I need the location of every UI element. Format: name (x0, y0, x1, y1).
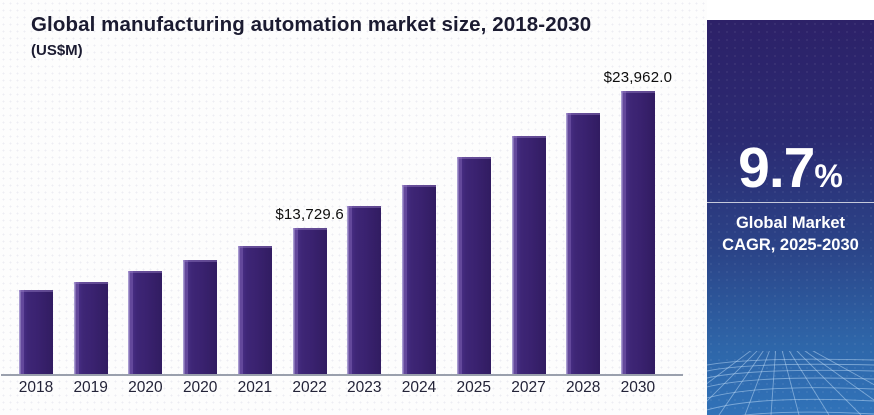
cagr-value: 9.7% (707, 140, 874, 204)
bar (511, 136, 546, 374)
x-tick-label: 2025 (456, 379, 492, 396)
x-axis-line (1, 374, 683, 376)
x-tick-label: 2028 (565, 379, 601, 396)
divider-line (707, 202, 874, 203)
x-tick-label: 2024 (401, 379, 437, 396)
chart-units-label: (US$M) (31, 42, 83, 59)
bar (566, 113, 601, 374)
bar (402, 185, 436, 374)
bar-value-label: $13,729.6 (275, 205, 344, 223)
bar (128, 271, 163, 374)
bar-value-label: $23,962.0 (603, 68, 673, 86)
bar (292, 227, 327, 374)
cagr-caption-line1: Global Market (735, 214, 846, 232)
bar (456, 157, 491, 374)
wireframe-grid-decoration (707, 351, 874, 415)
cagr-number: 9.7 (738, 136, 815, 200)
cagr-caption: Global Market CAGR, 2025-2030 (707, 213, 874, 257)
percent-sign: % (814, 158, 843, 194)
bar (347, 205, 382, 374)
x-tick-label: 2030 (620, 379, 656, 396)
bar (19, 290, 53, 374)
x-tick-label: 2023 (347, 379, 382, 396)
x-tick-label: 2019 (73, 379, 108, 396)
x-tick-label: 2020 (128, 379, 163, 396)
cagr-side-panel: 9.7% Global Market CAGR, 2025-2030 (707, 20, 874, 415)
bar (237, 245, 272, 374)
bar-chart-area: Global manufacturing automation market s… (0, 0, 707, 415)
cagr-caption-line2: CAGR, 2025-2030 (722, 235, 859, 254)
x-tick-label: 2027 (511, 379, 546, 396)
x-tick-label: 2021 (237, 379, 273, 396)
x-tick-label: 2022 (292, 379, 327, 396)
bar (620, 90, 655, 374)
bar (73, 282, 108, 374)
chart-title: Global manufacturing automation market s… (31, 13, 592, 36)
x-tick-label: 2020 (182, 379, 218, 396)
plot-area: 2018 2019 2020 2020 2021 2022 2023 2024 2025 2027… (1, 68, 683, 396)
x-tick-label: 2018 (18, 379, 54, 396)
bar (183, 259, 218, 374)
